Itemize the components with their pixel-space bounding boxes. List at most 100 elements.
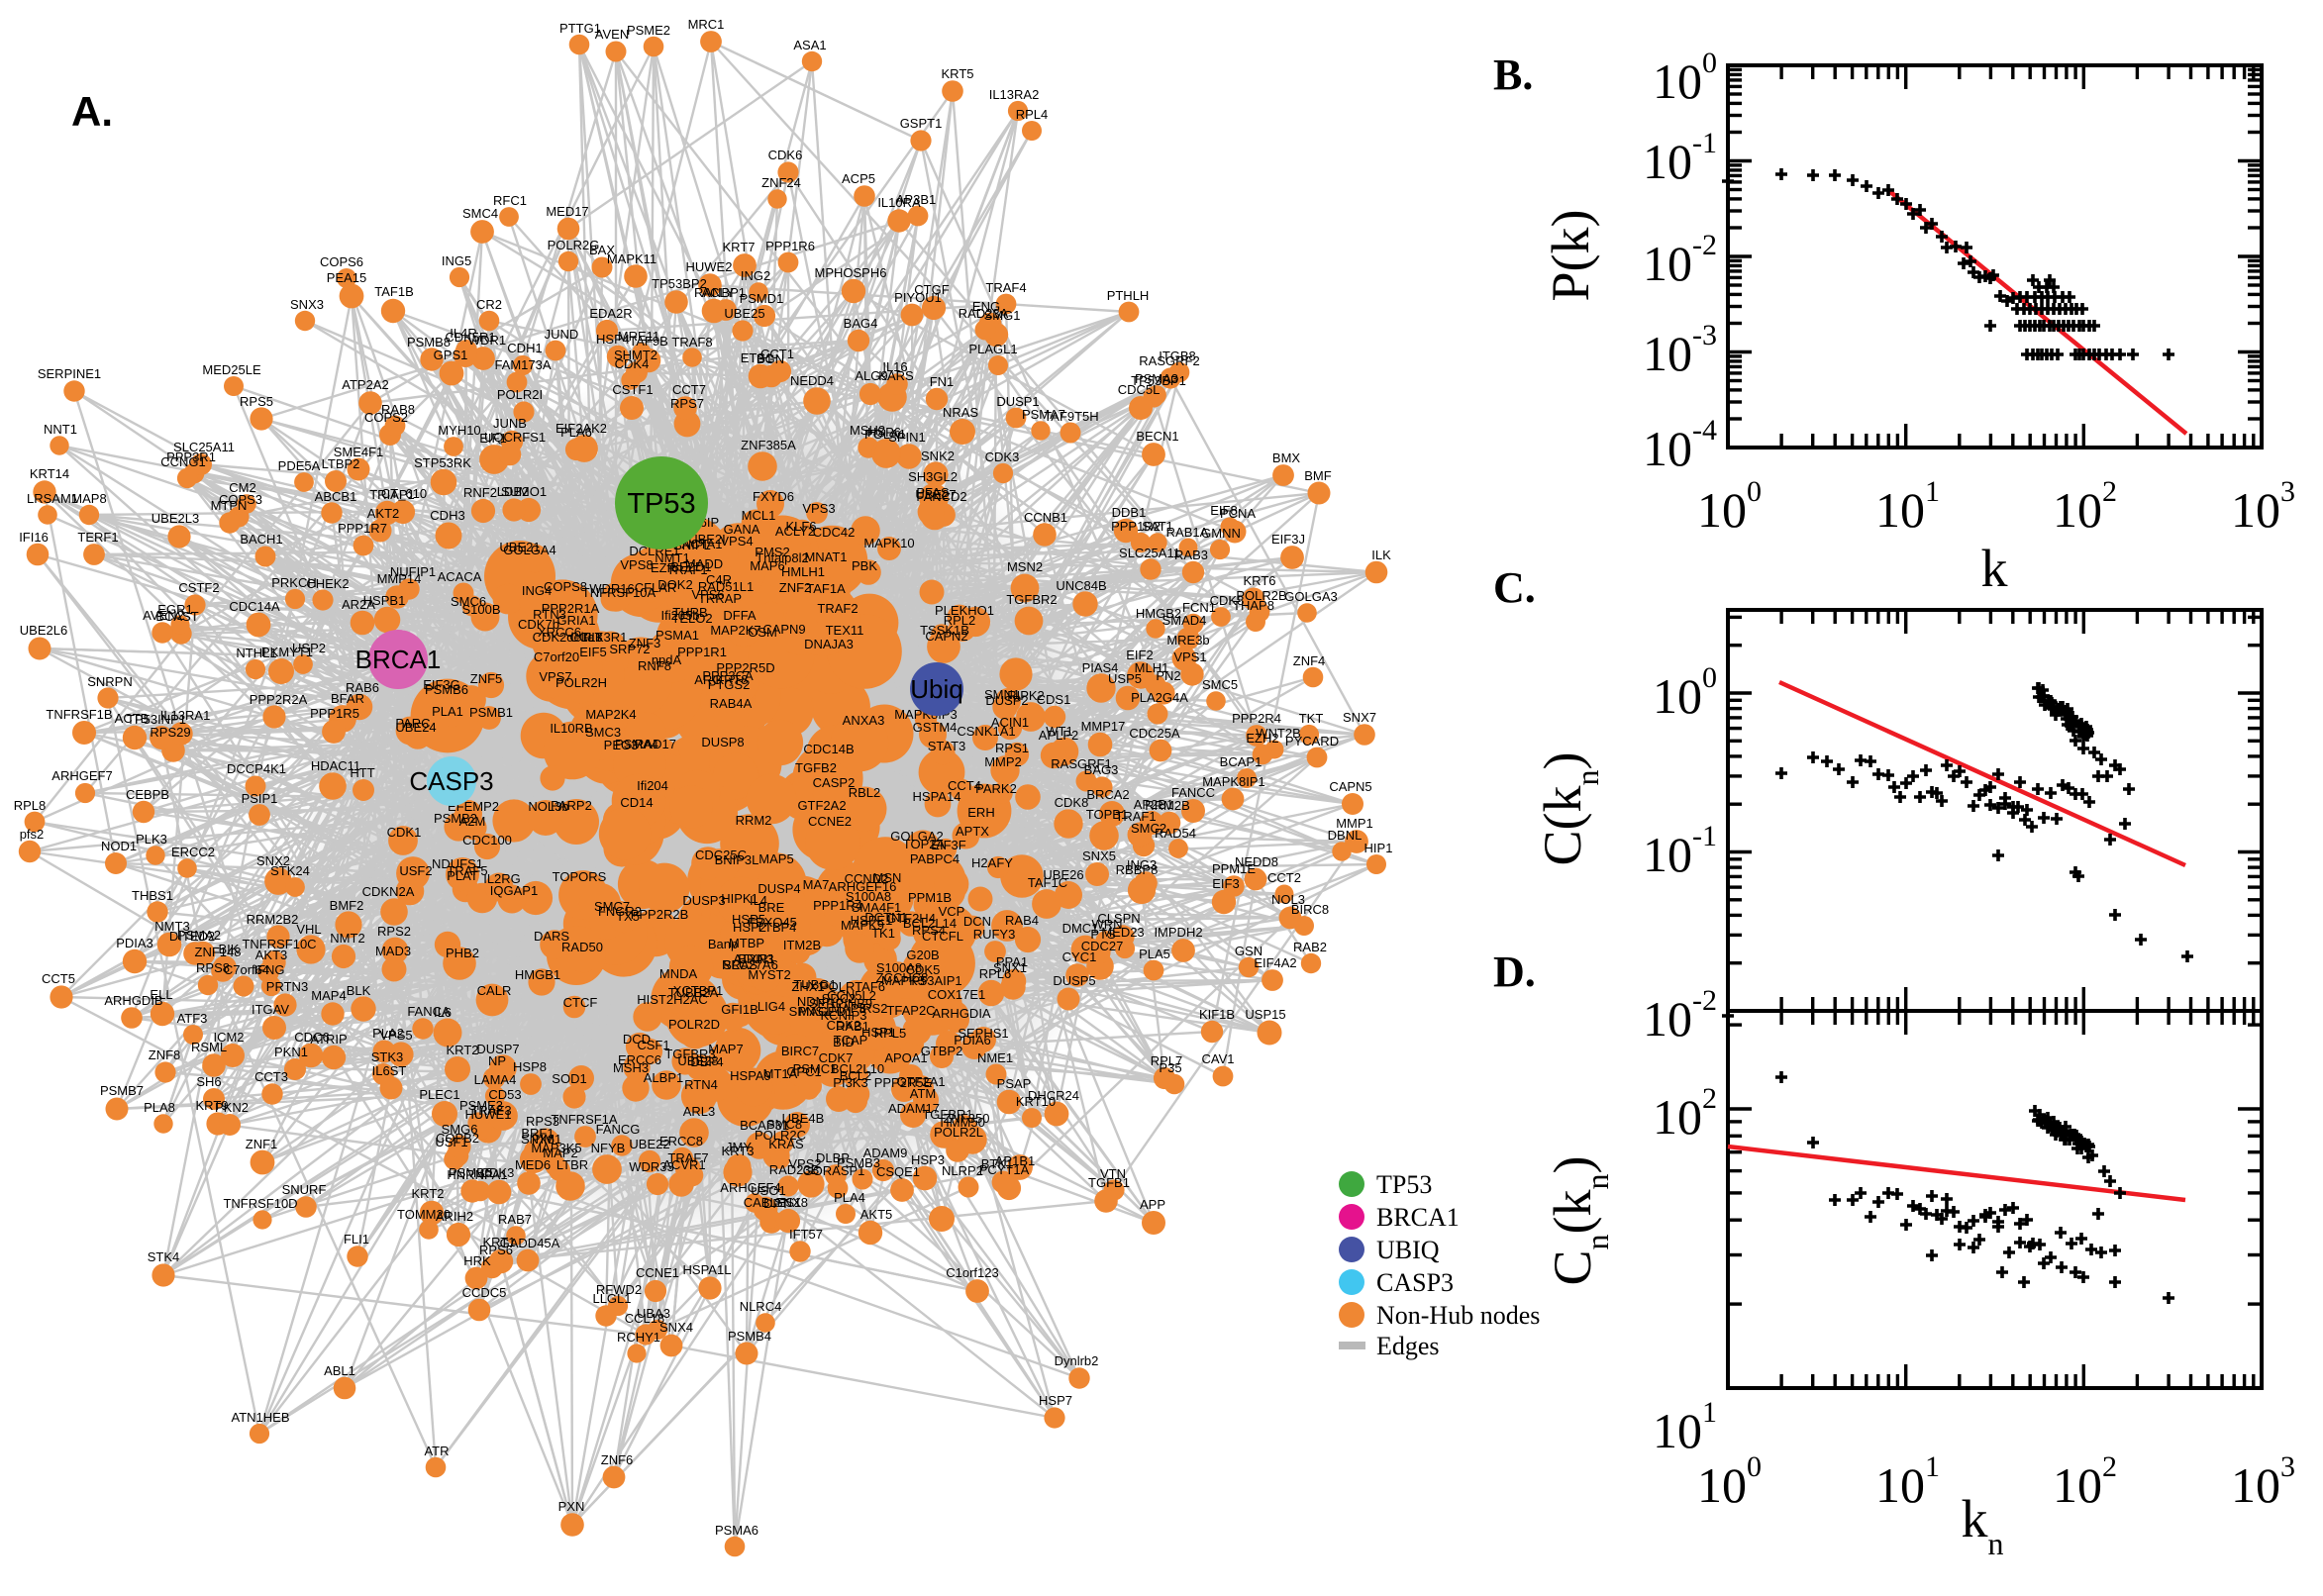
svg-text:RPS7: RPS7	[670, 396, 704, 411]
svg-text:SLC25A11: SLC25A11	[173, 440, 235, 454]
svg-text:ZNF5: ZNF5	[470, 671, 503, 686]
svg-text:GTF2H4: GTF2H4	[886, 911, 936, 926]
svg-text:MPHOSPH6: MPHOSPH6	[815, 265, 887, 280]
svg-text:BTK1: BTK1	[981, 1156, 1014, 1171]
svg-text:EIF3F: EIF3F	[931, 838, 965, 852]
svg-text:UBE26: UBE26	[1043, 867, 1083, 882]
svg-text:EIF3: EIF3	[1212, 876, 1239, 891]
svg-text:GTF2A2: GTF2A2	[797, 798, 846, 813]
svg-text:APTX: APTX	[956, 824, 989, 839]
svg-text:KRAS: KRAS	[768, 1137, 804, 1151]
svg-text:ATM: ATM	[910, 1086, 936, 1101]
svg-text:CDC14A: CDC14A	[229, 599, 280, 614]
svg-text:PPP1R6: PPP1R6	[765, 239, 815, 253]
svg-text:DBNL: DBNL	[1328, 828, 1363, 843]
svg-text:ELL: ELL	[150, 987, 172, 1002]
svg-text:RAD23B: RAD23B	[769, 1162, 820, 1177]
svg-text:PLA8: PLA8	[144, 1100, 175, 1115]
svg-text:NLRP2: NLRP2	[942, 1163, 983, 1178]
svg-text:PPP1R7: PPP1R7	[338, 521, 387, 536]
svg-text:PPM1B: PPM1B	[908, 890, 952, 905]
svg-text:BMF: BMF	[1304, 468, 1332, 483]
svg-text:CDC42: CDC42	[813, 525, 856, 540]
svg-text:BAG3: BAG3	[1084, 762, 1119, 777]
svg-text:SNX3: SNX3	[290, 297, 324, 312]
svg-text:NRAS: NRAS	[943, 405, 978, 420]
svg-text:HMGB1: HMGB1	[515, 967, 560, 982]
svg-text:H2AFY: H2AFY	[971, 855, 1013, 870]
svg-text:TP53: TP53	[1376, 1170, 1432, 1199]
svg-text:IL6ST: IL6ST	[372, 1063, 407, 1078]
svg-text:TNFRSF10D: TNFRSF10D	[223, 1196, 297, 1211]
svg-text:PTHLH: PTHLH	[1107, 288, 1150, 303]
svg-text:HSPA1L: HSPA1L	[683, 1262, 732, 1277]
svg-text:IL10RB: IL10RB	[550, 721, 592, 736]
svg-text:NMT1: NMT1	[655, 550, 689, 565]
svg-text:BACH1: BACH1	[240, 532, 282, 547]
svg-text:PDIA3: PDIA3	[116, 936, 153, 950]
svg-text:TK1: TK1	[871, 926, 895, 941]
svg-text:TP53INP1: TP53INP1	[127, 712, 186, 727]
svg-text:SERPINB9: SERPINB9	[809, 996, 872, 1011]
svg-text:GFI1B: GFI1B	[721, 1002, 758, 1017]
svg-text:VPS7: VPS7	[539, 669, 571, 684]
svg-text:MA7: MA7	[803, 877, 830, 892]
svg-text:MAP5: MAP5	[758, 851, 793, 866]
svg-text:NTHL1: NTHL1	[236, 646, 276, 660]
svg-text:UBE22: UBE22	[629, 1137, 669, 1151]
svg-text:CDC25A: CDC25A	[1129, 726, 1180, 741]
svg-text:A2M: A2M	[459, 814, 486, 829]
svg-text:IFI16: IFI16	[19, 530, 49, 545]
svg-text:CALR: CALR	[477, 983, 512, 998]
svg-text:CEBPB: CEBPB	[126, 787, 169, 802]
svg-text:MED17: MED17	[546, 204, 588, 219]
svg-text:NME1: NME1	[977, 1050, 1013, 1065]
svg-text:SNX5: SNX5	[1082, 848, 1116, 863]
svg-text:MAPK11: MAPK11	[607, 251, 656, 266]
svg-text:pfs2: pfs2	[20, 827, 45, 842]
svg-text:TAF9T5H: TAF9T5H	[1044, 409, 1098, 424]
svg-text:PLAGL1: PLAGL1	[968, 342, 1017, 356]
svg-text:UBE24: UBE24	[395, 720, 436, 735]
svg-text:BRCA1: BRCA1	[1376, 1203, 1460, 1232]
svg-text:FCN1: FCN1	[1182, 600, 1216, 615]
svg-text:ILK: ILK	[1371, 548, 1391, 562]
svg-text:NUFIP1: NUFIP1	[390, 564, 436, 579]
svg-text:Dynlrb2: Dynlrb2	[1055, 1353, 1099, 1368]
svg-text:PSMA6: PSMA6	[715, 1523, 758, 1538]
svg-text:PIM1: PIM1	[532, 1132, 561, 1147]
svg-text:STK3: STK3	[371, 1049, 404, 1064]
svg-text:KRT2: KRT2	[447, 1043, 479, 1057]
svg-text:TFAP2C: TFAP2C	[886, 1003, 935, 1018]
svg-text:MMP2: MMP2	[984, 754, 1022, 769]
svg-text:BID: BID	[833, 1035, 855, 1049]
svg-text:CR2: CR2	[476, 297, 502, 312]
svg-text:ZNF350: ZNF350	[944, 1111, 990, 1126]
svg-text:DNAJA3: DNAJA3	[804, 637, 854, 651]
svg-text:TP53: TP53	[627, 488, 695, 520]
svg-text:AP3B1: AP3B1	[896, 192, 936, 207]
svg-text:WDR16: WDR16	[589, 581, 635, 596]
svg-text:Non-Hub nodes: Non-Hub nodes	[1376, 1301, 1540, 1330]
svg-text:CTCF: CTCF	[563, 995, 598, 1010]
svg-text:BAG4: BAG4	[844, 316, 878, 331]
svg-text:CCT7: CCT7	[672, 382, 706, 397]
svg-text:SH3GL2: SH3GL2	[908, 469, 958, 484]
svg-text:POLR2D: POLR2D	[668, 1017, 720, 1032]
svg-text:ZNF24: ZNF24	[761, 175, 801, 190]
svg-text:LTBP4: LTBP4	[758, 920, 797, 935]
svg-text:BRCA2: BRCA2	[1086, 787, 1129, 802]
svg-text:KLF6: KLF6	[785, 519, 816, 534]
svg-text:RAB4: RAB4	[1005, 913, 1039, 928]
svg-text:USP2: USP2	[292, 641, 326, 655]
svg-text:BFAR: BFAR	[331, 691, 364, 706]
svg-text:PSMB7: PSMB7	[100, 1083, 144, 1098]
svg-text:VPS8: VPS8	[620, 557, 653, 572]
svg-text:FLI1: FLI1	[344, 1232, 369, 1247]
svg-text:HIP1: HIP1	[1364, 841, 1393, 855]
svg-text:MTPN: MTPN	[211, 498, 248, 513]
svg-text:RRM2B: RRM2B	[1145, 798, 1190, 813]
svg-text:USF1: USF1	[435, 1135, 467, 1149]
svg-text:RTN3: RTN3	[533, 607, 566, 622]
svg-text:KRT7: KRT7	[723, 240, 756, 254]
